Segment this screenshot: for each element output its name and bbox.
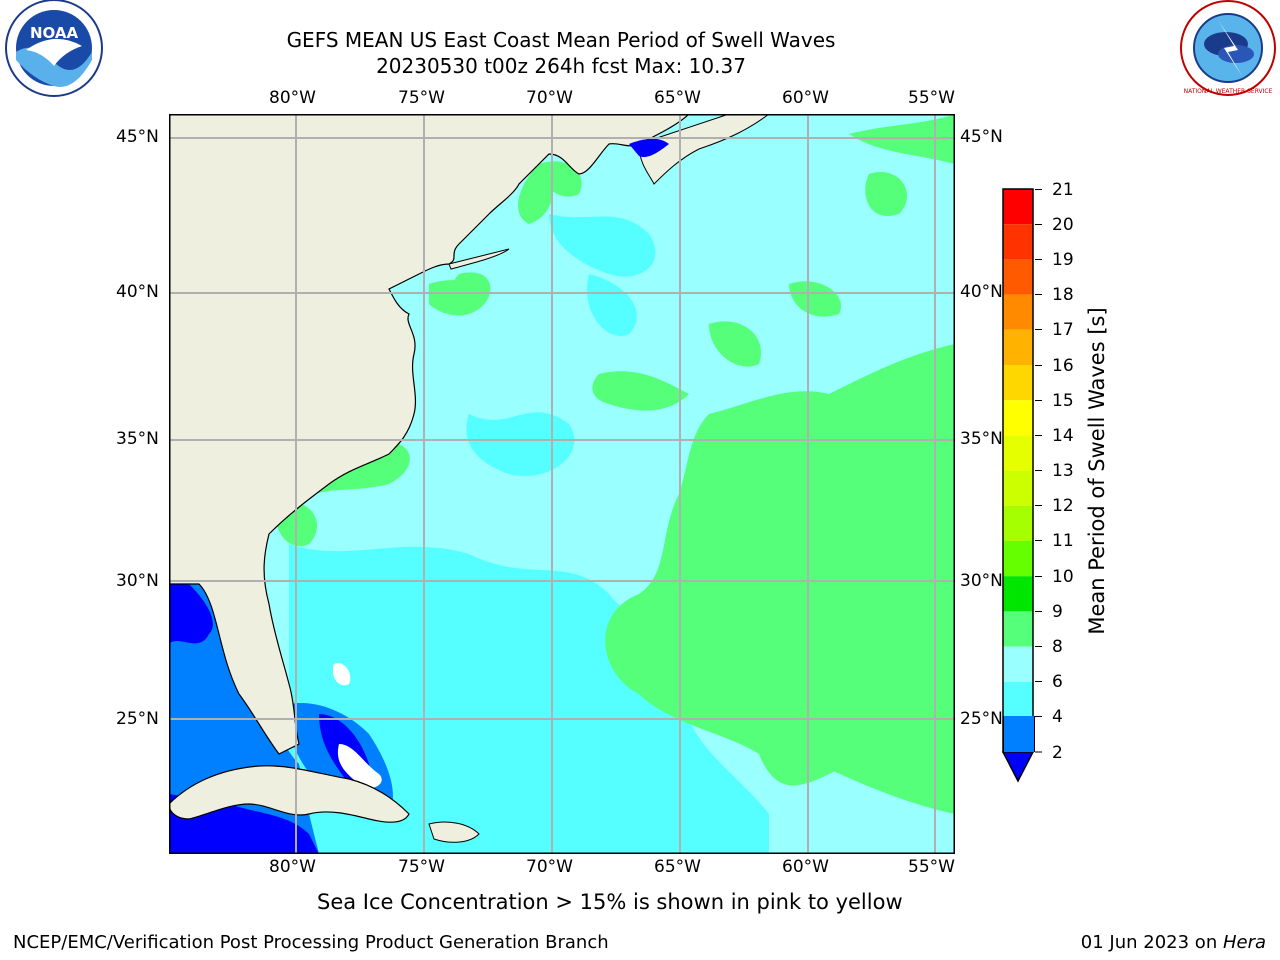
colorbar-tick-label: 4 [1052,707,1063,727]
colorbar-tick-label: 14 [1052,426,1074,446]
colorbar-band [1003,294,1033,330]
right-lat-label: 40°N [960,282,1003,302]
footer-date: 01 Jun 2023 on Hera [1081,932,1266,953]
colorbar-band [1003,400,1033,436]
map-panel [169,114,955,854]
bottom-lon-label: 75°W [398,857,445,877]
title-line-1: GEFS MEAN US East Coast Mean Period of S… [286,28,836,52]
nws-logo-ring-text: NATIONAL WEATHER SERVICE [1184,88,1273,95]
bottom-lon-label: 70°W [526,857,573,877]
left-lat-label: 35°N [116,429,159,449]
top-lon-label: 70°W [526,88,573,108]
colorbar-label: Mean Period of Swell Waves [s] [1085,307,1109,635]
map-frame [169,114,955,854]
coastal-green-band [429,280,481,316]
bay-of-fundy [629,138,669,158]
top-lon-label: 75°W [398,88,445,108]
colorbar-band [1003,259,1033,295]
colorbar [1002,186,1036,782]
top-lon-label: 65°W [654,88,701,108]
colorbar-tick-label: 11 [1052,531,1074,551]
swell-period-7-8-field [289,214,769,854]
bottom-lon-label: 65°W [654,857,701,877]
colorbar-tick-label: 21 [1052,180,1074,200]
hispaniola-land [428,821,480,843]
colorbar-band [1003,189,1033,225]
colorbar-tick-label: 12 [1052,496,1074,516]
colorbar-band [1003,505,1033,541]
colorbar-tick-label: 13 [1052,461,1074,481]
colorbar-band [1003,224,1033,260]
colorbar-extend-arrow [1002,751,1035,783]
colorbar-tick-label: 16 [1052,356,1074,376]
colorbar-tick-label: 17 [1052,320,1074,340]
top-lon-label: 60°W [782,88,829,108]
top-lon-label: 55°W [908,88,955,108]
colorbar-tick-label: 20 [1052,215,1074,235]
colorbar-band [1003,576,1033,612]
bottom-lon-label: 80°W [269,857,316,877]
footer-credit: NCEP/EMC/Verification Post Processing Pr… [13,932,609,953]
colorbar-band [1003,329,1033,365]
colorbar-bands [1003,189,1033,753]
nws-logo: NATIONAL WEATHER SERVICE [1178,0,1278,100]
graticule [169,114,955,854]
colorbar-tick-label: 10 [1052,567,1074,587]
colorbar-tick-marks [1035,189,1043,753]
colorbar-lower-section [1002,751,1036,783]
colorbar-tick-label: 6 [1052,672,1063,692]
colorbar-band-2-4-fill [1003,716,1035,752]
colorbar-tick-label: 18 [1052,285,1074,305]
long-island [448,248,510,270]
left-lat-label: 30°N [116,571,159,591]
right-lat-label: 35°N [960,429,1003,449]
colorbar-tick-label: 9 [1052,602,1063,622]
sea-ice-note: Sea Ice Concentration > 15% is shown in … [317,890,903,914]
colorbar-band [1003,541,1033,577]
left-lat-label: 25°N [116,709,159,729]
left-lat-label: 45°N [116,127,159,147]
colorbar-tick-label: 8 [1052,637,1063,657]
bottom-lon-label: 60°W [782,857,829,877]
colorbar-band [1003,611,1033,647]
colorbar-band [1003,470,1033,506]
colorbar-tick-label: 15 [1052,391,1074,411]
right-lat-label: 45°N [960,127,1003,147]
top-lon-label: 80°W [269,88,316,108]
colorbar-band [1003,435,1033,471]
colorbar-tick-label: 2 [1052,743,1063,763]
noaa-logo: NOAA [4,0,104,100]
colorbar-band [1003,646,1033,682]
nova-scotia-land [638,114,770,185]
colorbar-band [1003,681,1033,717]
footer-date-text: 01 Jun 2023 on [1080,932,1223,953]
right-lat-label: 25°N [960,709,1003,729]
title-line-2: 20230530 t00z 264h fcst Max: 10.37 [376,54,746,78]
right-lat-label: 30°N [960,571,1003,591]
colorbar-band [1003,365,1033,401]
bottom-lon-label: 55°W [908,857,955,877]
colorbar-tick-label: 19 [1052,250,1074,270]
coastal-green-band [518,164,553,224]
noaa-logo-text: NOAA [30,24,79,42]
cuba-land [169,765,410,823]
left-lat-label: 40°N [116,282,159,302]
footer-host: Hera [1222,932,1266,953]
